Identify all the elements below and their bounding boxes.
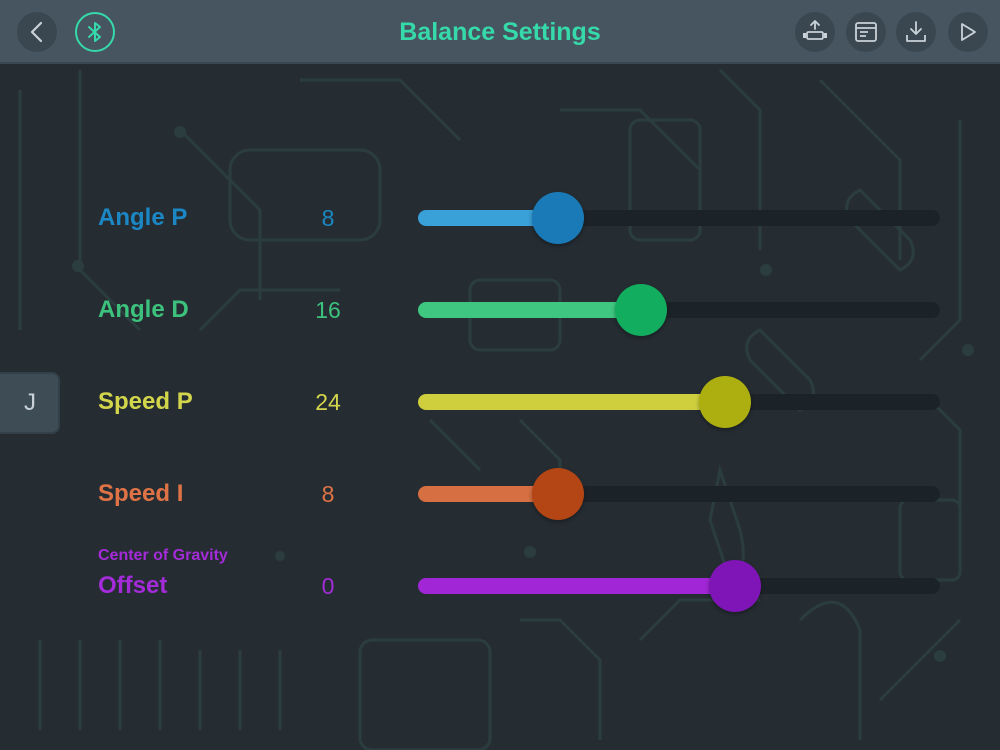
bluetooth-button[interactable] <box>75 12 115 52</box>
side-tab-label: J <box>24 389 36 416</box>
row-value: 24 <box>315 389 341 415</box>
speed-i-row: Speed I 8 <box>0 466 1000 522</box>
row-value: 8 <box>321 205 335 231</box>
slider-fill <box>418 486 558 502</box>
bluetooth-icon <box>88 22 101 42</box>
slider-fill <box>418 394 725 410</box>
row-label: Angle D <box>98 296 189 323</box>
download-button[interactable] <box>896 12 936 52</box>
slider-fill <box>418 578 735 594</box>
log-button[interactable] <box>846 12 886 52</box>
robot-upload-icon <box>803 20 827 40</box>
download-icon <box>906 21 926 42</box>
back-button[interactable] <box>17 12 57 52</box>
slider-thumb[interactable] <box>615 284 667 336</box>
page-title: Balance Settings <box>399 18 601 46</box>
row-value: 16 <box>315 297 341 323</box>
angle-d-slider[interactable] <box>418 284 940 336</box>
row-label: Offset <box>98 572 168 599</box>
row-value: 8 <box>321 481 335 507</box>
angle-p-slider[interactable] <box>418 192 940 244</box>
angle-d-row: Angle D 16 <box>0 282 1000 338</box>
offset-row: Center of Gravity Offset 0 <box>0 547 1000 614</box>
play-button[interactable] <box>948 12 988 52</box>
speed-i-slider[interactable] <box>418 468 940 520</box>
offset-slider[interactable] <box>418 560 940 612</box>
speed-p-slider[interactable] <box>418 376 940 428</box>
slider-thumb[interactable] <box>532 192 584 244</box>
chevron-left-icon <box>30 21 43 43</box>
angle-p-row: Angle P 8 <box>0 190 1000 246</box>
row-label: Angle P <box>98 204 188 231</box>
slider-thumb[interactable] <box>709 560 761 612</box>
row-label: Speed P <box>98 388 193 415</box>
row-label: Speed I <box>98 480 184 507</box>
log-window-icon <box>855 22 877 42</box>
side-drawer-tab[interactable]: J <box>0 372 60 434</box>
row-sublabel: Center of Gravity <box>98 547 228 564</box>
top-bar: Balance Settings <box>0 0 1000 64</box>
play-icon <box>961 23 976 41</box>
slider-fill <box>418 302 641 318</box>
slider-thumb[interactable] <box>532 468 584 520</box>
upload-to-robot-button[interactable] <box>795 12 835 52</box>
slider-fill <box>418 210 558 226</box>
slider-thumb[interactable] <box>699 376 751 428</box>
row-value: 0 <box>321 573 335 599</box>
speed-p-row: Speed P 24 <box>0 374 1000 430</box>
